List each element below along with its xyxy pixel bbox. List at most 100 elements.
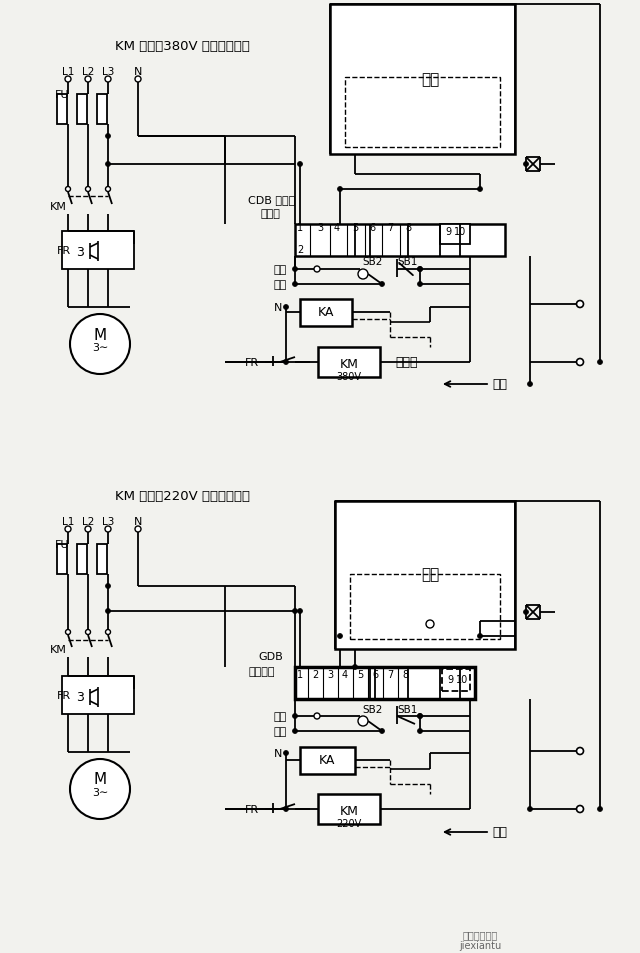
Bar	[300, 299, 352, 327]
Circle shape	[417, 267, 422, 273]
Text: KA: KA	[319, 754, 335, 767]
Circle shape	[106, 162, 111, 168]
Bar	[295, 667, 475, 700]
Text: 塔筱: 塔筱	[421, 567, 439, 582]
Text: 10: 10	[454, 227, 466, 236]
Bar	[330, 5, 515, 154]
Circle shape	[70, 314, 130, 375]
Circle shape	[598, 806, 602, 812]
Text: 4: 4	[334, 223, 340, 233]
Text: 6: 6	[372, 669, 378, 679]
Text: 7: 7	[387, 669, 393, 679]
Circle shape	[135, 77, 141, 83]
Circle shape	[284, 305, 289, 310]
Circle shape	[477, 634, 483, 639]
Bar	[97, 544, 107, 575]
Bar	[57, 544, 67, 575]
Text: N: N	[274, 748, 282, 759]
Text: 手动: 手动	[274, 280, 287, 290]
Text: KA: KA	[318, 306, 334, 319]
Bar	[77, 544, 87, 575]
Circle shape	[426, 620, 434, 628]
Bar	[77, 95, 87, 125]
Circle shape	[380, 282, 385, 287]
Text: 1: 1	[297, 669, 303, 679]
Text: 头条电工技术: 头条电工技术	[462, 929, 498, 939]
Text: 4: 4	[342, 669, 348, 679]
Circle shape	[417, 714, 422, 719]
Text: 3∼: 3∼	[92, 343, 108, 353]
Text: KM 线圈为380V 控制接线图：: KM 线圈为380V 控制接线图：	[115, 40, 250, 53]
Text: FR: FR	[245, 357, 259, 368]
Text: L1: L1	[62, 67, 74, 77]
Text: 自动: 自动	[274, 711, 287, 721]
Text: 管道: 管道	[493, 378, 508, 391]
Circle shape	[106, 584, 111, 589]
Text: SB1: SB1	[397, 704, 417, 714]
Text: 抽水池: 抽水池	[395, 356, 417, 369]
Text: KM: KM	[340, 804, 358, 818]
Bar	[97, 95, 107, 125]
Text: SB2: SB2	[362, 704, 382, 714]
Text: KM: KM	[340, 358, 358, 371]
Text: FR: FR	[57, 246, 71, 255]
Text: 3: 3	[76, 245, 84, 258]
Bar	[335, 501, 515, 649]
Circle shape	[298, 609, 303, 614]
Circle shape	[417, 729, 422, 734]
Bar	[318, 794, 380, 824]
Circle shape	[284, 806, 289, 812]
Text: 8: 8	[402, 669, 408, 679]
Text: 6: 6	[369, 223, 375, 233]
Bar	[62, 677, 134, 714]
Bar	[350, 575, 500, 639]
Text: 3∼: 3∼	[92, 787, 108, 797]
Text: FU: FU	[55, 539, 70, 550]
Circle shape	[417, 267, 422, 273]
Text: 1: 1	[297, 223, 303, 233]
Circle shape	[65, 630, 70, 635]
Circle shape	[524, 162, 529, 168]
Circle shape	[337, 634, 342, 639]
Text: M: M	[93, 772, 107, 786]
Text: 5: 5	[357, 669, 363, 679]
Text: 自动: 自动	[274, 265, 287, 274]
Circle shape	[292, 714, 298, 719]
Circle shape	[577, 359, 584, 366]
Circle shape	[106, 188, 111, 193]
Text: KM 线圈为220V 控制接线图：: KM 线圈为220V 控制接线图：	[115, 490, 250, 503]
Circle shape	[292, 609, 298, 614]
Text: 手动: 手动	[274, 726, 287, 737]
Text: 8: 8	[405, 223, 411, 233]
Text: 9: 9	[445, 227, 451, 236]
Circle shape	[380, 729, 385, 734]
Circle shape	[292, 729, 298, 734]
Text: 380V: 380V	[337, 372, 362, 381]
Circle shape	[417, 282, 422, 287]
Circle shape	[358, 270, 368, 280]
Bar	[318, 348, 380, 377]
Circle shape	[577, 805, 584, 813]
Text: 3: 3	[327, 669, 333, 679]
Circle shape	[86, 188, 90, 193]
Text: CDB 型液位: CDB 型液位	[248, 194, 295, 205]
Text: L3: L3	[102, 517, 114, 526]
Text: 220V: 220V	[337, 818, 362, 828]
Circle shape	[105, 77, 111, 83]
Circle shape	[65, 188, 70, 193]
Circle shape	[337, 188, 342, 193]
Text: 3: 3	[317, 223, 323, 233]
Circle shape	[65, 77, 71, 83]
Bar	[345, 78, 500, 148]
Text: 7: 7	[387, 223, 393, 233]
Text: FU: FU	[55, 90, 70, 100]
Text: jiexiantu: jiexiantu	[459, 940, 501, 950]
Text: M: M	[93, 327, 107, 342]
Circle shape	[417, 714, 422, 719]
Circle shape	[284, 360, 289, 365]
Circle shape	[105, 526, 111, 533]
Text: 5: 5	[352, 223, 358, 233]
Circle shape	[85, 77, 91, 83]
Text: 塔筱: 塔筱	[421, 72, 439, 88]
Text: N: N	[134, 517, 142, 526]
